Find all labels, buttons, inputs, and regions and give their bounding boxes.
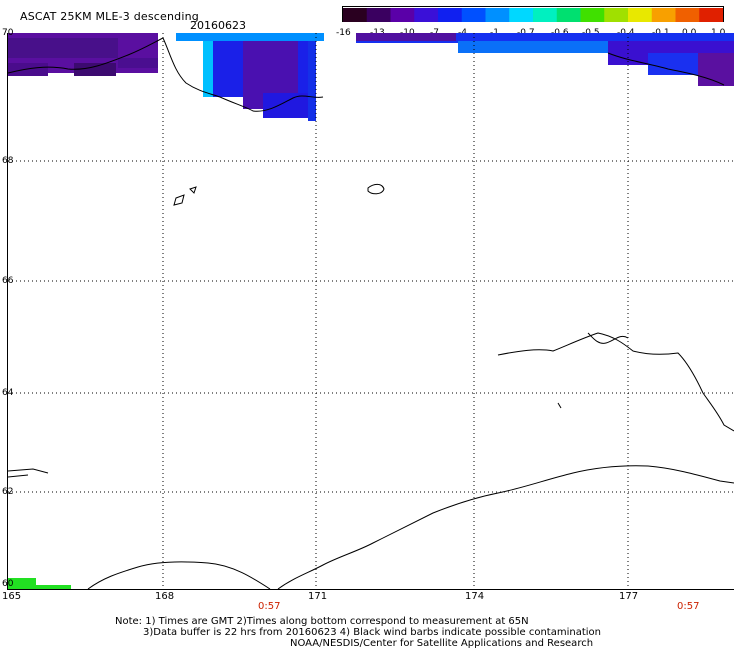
lat-label: 70 — [2, 28, 14, 38]
colorbar-segment — [485, 8, 510, 22]
product-date: 20160623 — [190, 19, 246, 32]
colorbar-gradient — [343, 8, 724, 22]
time-label: 0:57 — [677, 601, 700, 612]
wind-swath-northeast — [356, 33, 734, 86]
colorbar-segment — [414, 8, 439, 22]
product-title: ASCAT 25KM MLE-3 descending — [20, 10, 199, 23]
lat-label: 62 — [2, 487, 14, 497]
colorbar-segment — [699, 8, 724, 22]
colorbar-segment — [533, 8, 558, 22]
note-line-3: NOAA/NESDIS/Center for Satellite Applica… — [290, 638, 594, 649]
colorbar-segment — [580, 8, 605, 22]
colorbar — [342, 6, 724, 22]
lon-label: 177 — [619, 591, 639, 602]
wind-swath-central — [176, 33, 324, 121]
colorbar-segment — [628, 8, 653, 22]
lon-label: 168 — [155, 591, 175, 602]
lat-label: 64 — [2, 388, 14, 398]
wind-swath-northwest — [8, 33, 158, 76]
colorbar-segment — [556, 8, 581, 22]
colorbar-segment — [343, 8, 368, 22]
lat-label: 68 — [2, 156, 14, 166]
lon-label: 171 — [308, 591, 328, 602]
colorbar-label: -16 — [336, 28, 351, 38]
coastline — [7, 37, 735, 590]
graticule — [8, 33, 734, 589]
colorbar-segment — [651, 8, 676, 22]
lon-label: 174 — [465, 591, 485, 602]
map-area[interactable] — [7, 33, 735, 590]
colorbar-segment — [366, 8, 391, 22]
colorbar-segment — [461, 8, 486, 22]
time-label: 0:57 — [258, 601, 281, 612]
note-line-2: 3)Data buffer is 22 hrs from 20160623 4)… — [143, 627, 601, 638]
note-line-1: Note: 1) Times are GMT 2)Times along bot… — [115, 616, 529, 627]
map-svg — [7, 33, 735, 590]
wind-swath-southwest — [8, 578, 71, 589]
lon-label: 165 — [2, 591, 22, 602]
colorbar-segment — [604, 8, 629, 22]
lat-label: 66 — [2, 276, 14, 286]
lat-label: 60 — [2, 579, 14, 589]
colorbar-segment — [390, 8, 415, 22]
colorbar-segment — [509, 8, 534, 22]
colorbar-segment — [438, 8, 463, 22]
colorbar-segment — [675, 8, 700, 22]
